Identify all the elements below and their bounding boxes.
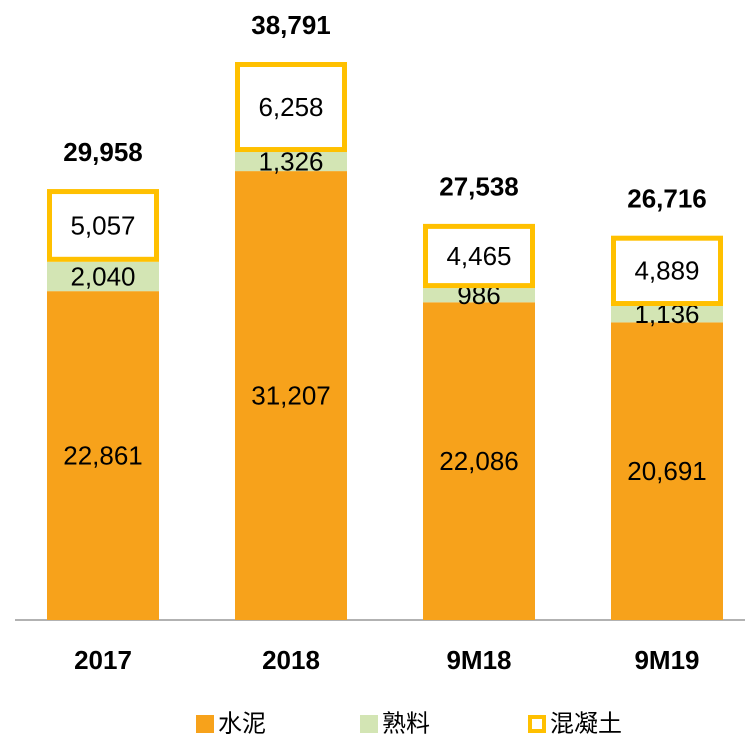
value-label: 20,691 xyxy=(627,456,707,486)
legend-swatch xyxy=(528,715,546,733)
legend-label: 水泥 xyxy=(218,710,266,737)
bar-segment xyxy=(423,288,535,303)
x-tick-label: 2018 xyxy=(262,645,320,675)
value-label: 4,465 xyxy=(446,241,511,271)
total-label: 38,791 xyxy=(251,10,331,40)
bar-segment xyxy=(611,322,723,620)
bar-segment xyxy=(611,235,723,307)
value-label: 5,057 xyxy=(70,210,135,240)
value-label: 31,207 xyxy=(251,380,331,410)
bar-segment xyxy=(611,306,723,323)
value-label: 4,889 xyxy=(634,256,699,286)
total-label: 27,538 xyxy=(439,172,519,202)
x-tick-label: 9M18 xyxy=(446,645,511,675)
bar-segment xyxy=(47,261,159,292)
bar-segment xyxy=(423,302,535,620)
value-label: 22,861 xyxy=(63,440,143,470)
value-label: 6,258 xyxy=(258,92,323,122)
x-tick-label: 9M19 xyxy=(634,645,699,675)
bar-segment xyxy=(235,171,347,620)
total-label: 29,958 xyxy=(63,137,143,167)
bar-segment xyxy=(235,62,347,153)
bar-segment xyxy=(235,152,347,172)
legend-label: 熟料 xyxy=(382,710,430,737)
bar-segment xyxy=(47,291,159,620)
bar-segment xyxy=(47,189,159,262)
legend-swatch xyxy=(360,715,378,733)
value-label: 2,040 xyxy=(70,261,135,291)
legend-swatch xyxy=(196,715,214,733)
legend-label: 混凝土 xyxy=(550,710,622,737)
bar-segment xyxy=(423,223,535,289)
value-label: 22,086 xyxy=(439,446,519,476)
total-label: 26,716 xyxy=(627,184,707,214)
x-tick-label: 2017 xyxy=(74,645,132,675)
